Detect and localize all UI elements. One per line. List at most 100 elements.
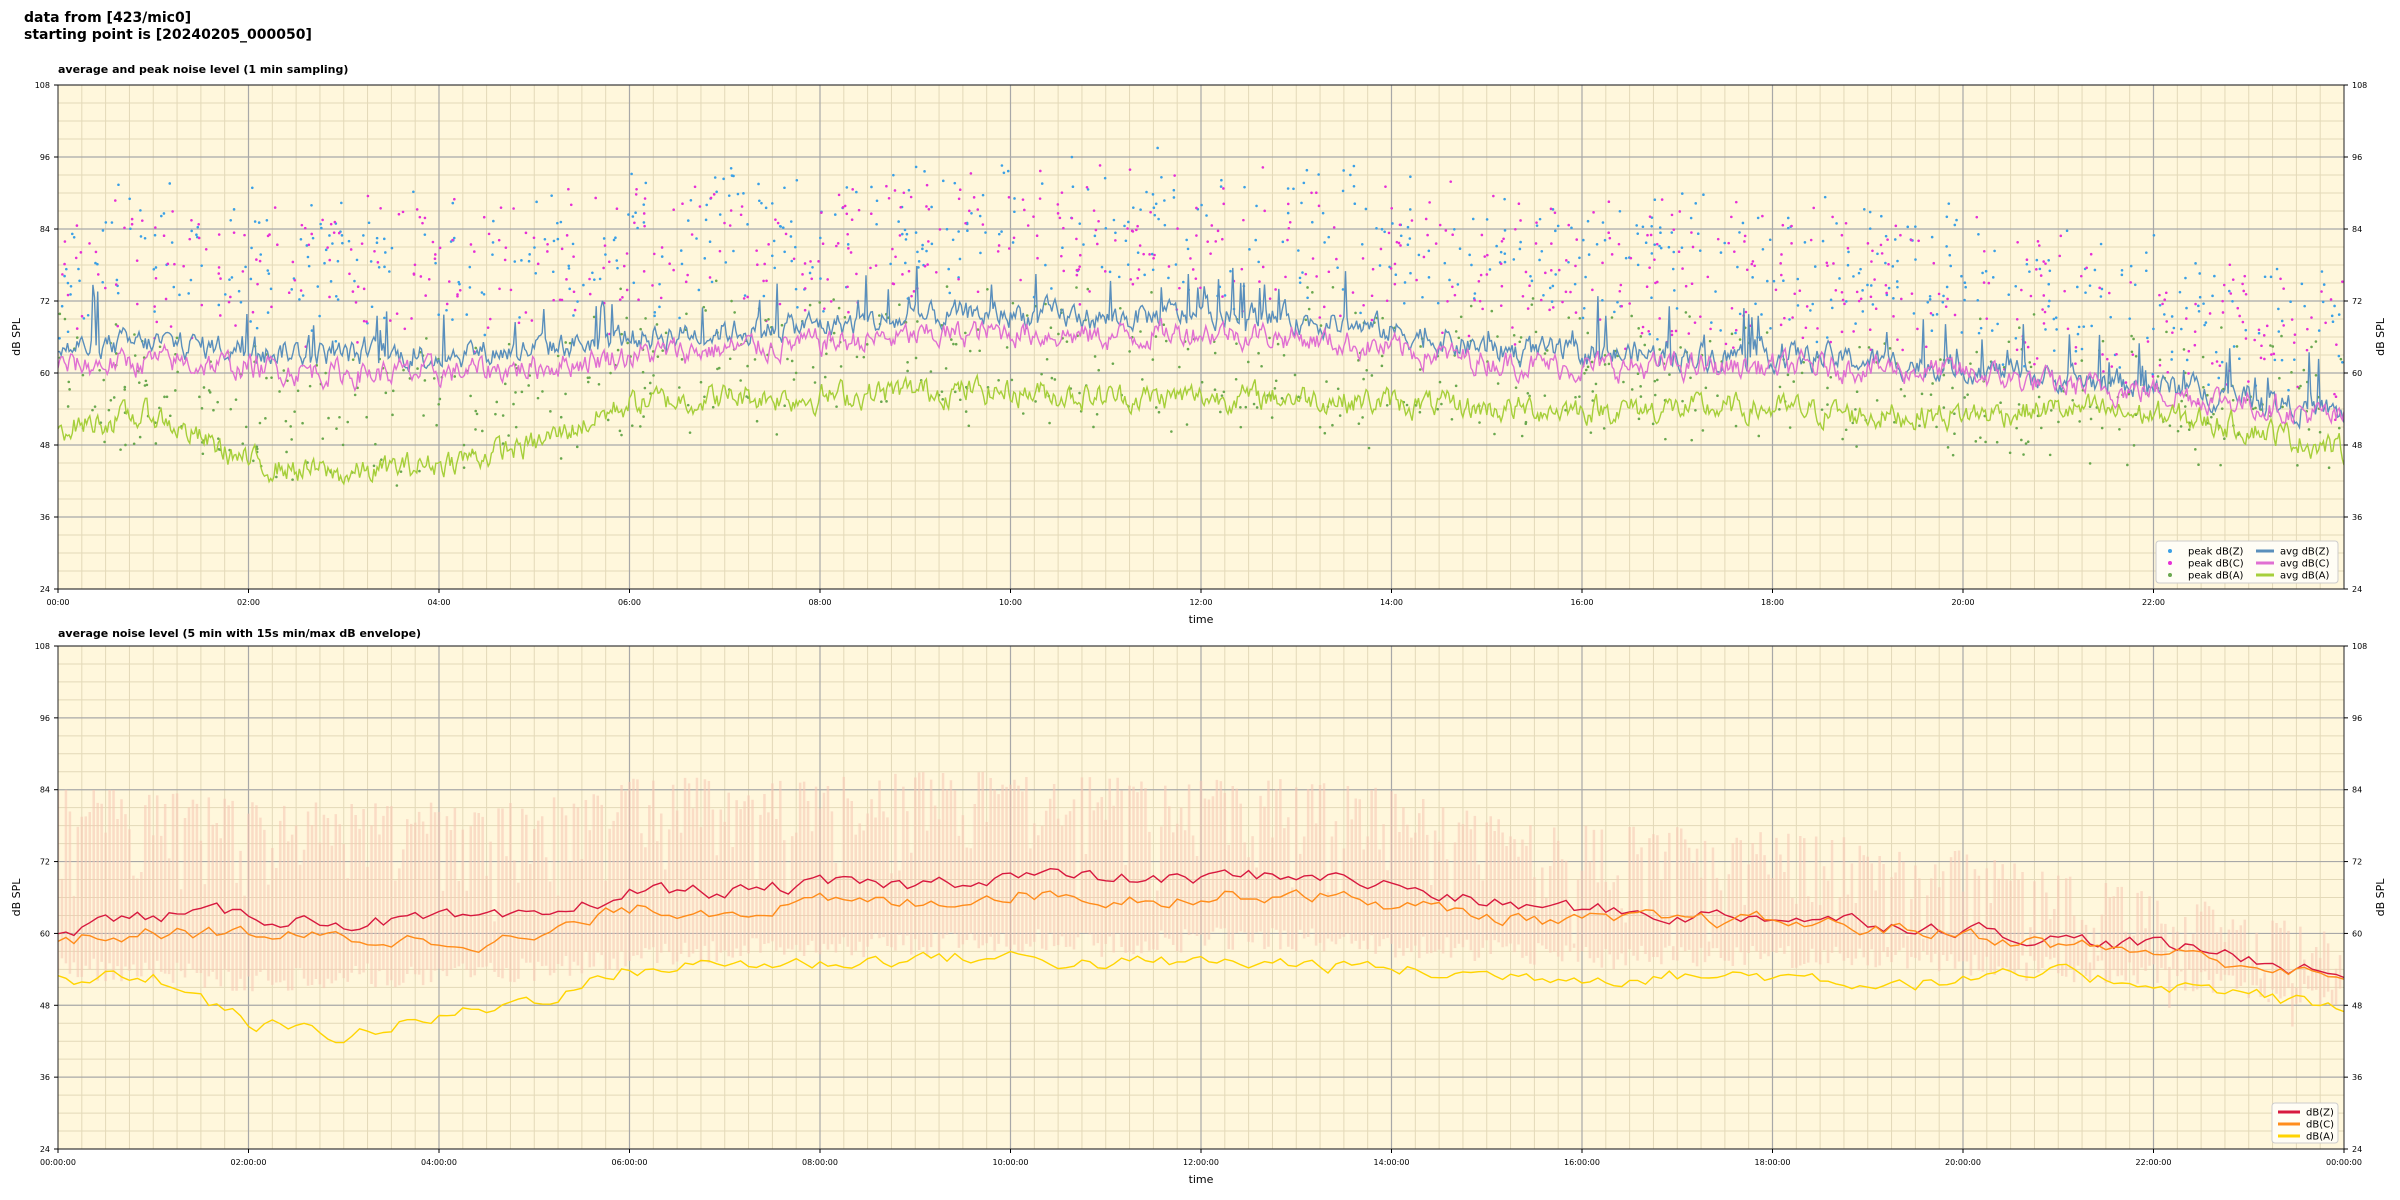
c0-point-peak-db-c — [1780, 253, 1783, 256]
c0-point-peak-db-z — [1160, 176, 1163, 179]
c0-point-peak-db-c — [2243, 274, 2247, 278]
c0-point-peak-db-z — [2120, 268, 2124, 272]
c0-point-peak-db-c — [1428, 201, 1431, 204]
c0-point-peak-db-c — [668, 262, 671, 266]
c0-point-peak-db-z — [729, 166, 733, 170]
c1-ytick-label-left: 96 — [40, 714, 50, 723]
c0-point-peak-db-c — [2229, 292, 2233, 295]
c0-point-peak-db-z — [1582, 238, 1585, 242]
c0-point-peak-db-c — [229, 295, 232, 299]
c0-point-peak-db-z — [2099, 242, 2103, 246]
c0-point-peak-db-c — [1511, 326, 1514, 329]
c0-point-peak-db-z — [1861, 289, 1864, 292]
c0-point-peak-db-c — [849, 251, 853, 254]
c0-point-peak-db-c — [1426, 233, 1429, 237]
c0-point-peak-db-c — [926, 263, 929, 266]
c0-point-peak-db-z — [520, 259, 523, 262]
c0-point-peak-db-c — [2080, 274, 2083, 278]
c0-point-peak-db-z — [627, 213, 630, 216]
c0-point-peak-db-c — [1362, 303, 1365, 307]
c0-point-peak-db-a — [1651, 422, 1655, 426]
c0-point-peak-db-z — [1013, 197, 1016, 200]
c0-point-peak-db-c — [2228, 263, 2232, 267]
c0-point-peak-db-c — [362, 319, 366, 323]
c0-point-peak-db-c — [2341, 280, 2344, 283]
c0-point-peak-db-z — [718, 213, 722, 216]
c0-point-peak-db-z — [468, 286, 472, 289]
c0-point-peak-db-z — [2198, 295, 2202, 299]
c0-point-peak-db-z — [329, 280, 333, 283]
c0-point-peak-db-z — [2331, 320, 2335, 323]
c0-point-peak-db-c — [981, 223, 985, 226]
c0-point-peak-db-z — [1002, 171, 1006, 175]
c0-point-peak-db-c — [1517, 202, 1521, 206]
c0-point-peak-db-z — [1656, 338, 1659, 341]
c0-point-peak-db-z — [1582, 306, 1586, 310]
c0-point-peak-db-z — [58, 337, 61, 340]
c0-point-peak-db-c — [433, 257, 437, 261]
c0-point-peak-db-z — [979, 251, 982, 255]
c0-point-peak-db-c — [2165, 320, 2169, 323]
c0-point-peak-db-c — [1007, 247, 1011, 250]
c0-point-peak-db-c — [1693, 321, 1697, 324]
c0-point-peak-db-c — [2074, 345, 2078, 349]
c0-point-peak-db-z — [2277, 330, 2281, 333]
c0-point-peak-db-z — [1456, 283, 1460, 286]
c0-point-peak-db-c — [846, 232, 849, 236]
c0-point-peak-db-a — [2026, 440, 2030, 444]
c0-point-peak-db-c — [487, 232, 491, 236]
c0-point-peak-db-z — [299, 237, 303, 241]
c0-point-peak-db-c — [1097, 219, 1100, 223]
c0-point-peak-db-z — [1443, 261, 1447, 265]
c0-point-peak-db-c — [672, 268, 675, 272]
c0-point-peak-db-z — [1813, 265, 1817, 268]
c0-point-peak-db-z — [2038, 267, 2042, 271]
c0-point-peak-db-c — [718, 249, 722, 253]
c0-point-peak-db-c — [1389, 267, 1393, 270]
c0-point-peak-db-c — [901, 273, 904, 276]
c0-point-peak-db-z — [616, 266, 619, 270]
c0-point-peak-db-c — [1870, 260, 1873, 263]
c0-point-peak-db-z — [434, 261, 437, 265]
c1-xtick-label: 00:00:00 — [40, 1158, 76, 1167]
c0-point-peak-db-z — [2178, 290, 2182, 294]
c0-point-peak-db-z — [1495, 244, 1498, 248]
c0-point-peak-db-c — [456, 293, 459, 296]
c0-point-peak-db-c — [1896, 338, 1899, 341]
c0-point-peak-db-z — [1803, 241, 1807, 244]
c0-point-peak-db-c — [1684, 284, 1688, 288]
c0-point-peak-db-z — [2217, 376, 2221, 380]
c0-point-peak-db-z — [2214, 350, 2218, 354]
c0-point-peak-db-c — [2329, 298, 2333, 301]
c0-point-peak-db-c — [2334, 395, 2338, 399]
c0-point-peak-db-z — [250, 186, 254, 190]
c0-point-peak-db-c — [1781, 223, 1785, 227]
c0-point-peak-db-z — [1103, 176, 1107, 180]
c0-point-peak-db-z — [1375, 227, 1378, 230]
c0-point-peak-db-z — [70, 232, 74, 236]
c0-point-peak-db-z — [1000, 164, 1004, 167]
c0-point-peak-db-z — [244, 265, 247, 269]
c0-point-peak-db-z — [1503, 252, 1507, 256]
c0-point-peak-db-c — [968, 209, 971, 213]
c0-point-peak-db-z — [139, 235, 143, 238]
c0-point-peak-db-c — [1473, 298, 1476, 302]
c0-point-peak-db-c — [1103, 270, 1107, 273]
c0-point-peak-db-z — [217, 303, 221, 307]
c0-point-peak-db-c — [552, 298, 555, 302]
c0-point-peak-db-z — [1132, 206, 1135, 209]
c0-point-peak-db-z — [2337, 354, 2341, 358]
c0-point-peak-db-z — [1070, 155, 1074, 159]
c0-point-peak-db-c — [104, 286, 107, 290]
c0-point-peak-db-c — [1060, 191, 1064, 194]
c0-point-peak-db-c — [659, 296, 663, 300]
c0-point-peak-db-c — [1649, 233, 1653, 237]
c0-point-peak-db-z — [1342, 169, 1345, 172]
c0-point-peak-db-c — [2265, 324, 2269, 328]
c0-point-peak-db-z — [742, 192, 745, 195]
c0-point-peak-db-z — [2238, 357, 2241, 361]
c0-point-peak-db-z — [2220, 360, 2224, 364]
c0-point-peak-db-z — [104, 221, 108, 224]
c0-point-peak-db-z — [1871, 303, 1875, 306]
c0-point-peak-db-c — [431, 240, 435, 244]
